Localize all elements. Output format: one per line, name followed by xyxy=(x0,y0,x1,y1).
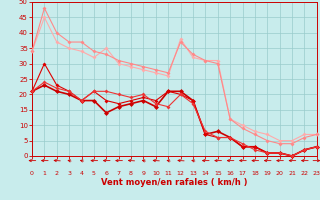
X-axis label: Vent moyen/en rafales ( km/h ): Vent moyen/en rafales ( km/h ) xyxy=(101,178,248,187)
